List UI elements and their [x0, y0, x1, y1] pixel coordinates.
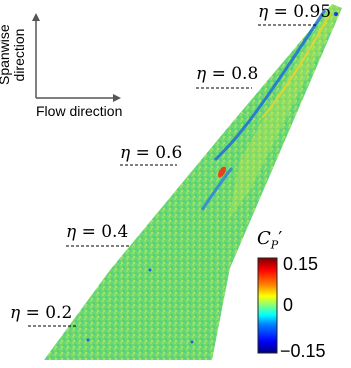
pressure-dot	[334, 12, 338, 16]
colorbar-mid-label: 0	[283, 295, 294, 315]
pressure-dot	[190, 340, 194, 344]
wing-surface	[44, 4, 342, 360]
colorbar-min-label: −0.15	[280, 341, 326, 361]
station-label-06: η = 0.6	[120, 143, 183, 163]
vortex-streak-outer	[213, 9, 327, 162]
pressure-dot	[86, 338, 90, 342]
pressure-hotspot	[218, 166, 226, 178]
colorbar-max-label: 0.15	[283, 254, 319, 274]
spanwise-arrowhead	[32, 13, 40, 21]
vortex-streak-outer-highlight	[261, 13, 331, 119]
spanwise-label: Spanwise direction	[0, 24, 27, 85]
station-label-02: η = 0.2	[10, 303, 73, 323]
station-label-04: η = 0.4	[66, 222, 129, 242]
wing-leading-edge-wash	[228, 4, 342, 220]
colorbar	[257, 257, 278, 354]
flow-direction-label: Flow direction	[36, 103, 123, 119]
vortex-streak-mid	[200, 167, 234, 211]
pressure-dot	[148, 268, 152, 272]
station-label-08: η = 0.8	[196, 64, 259, 84]
colorbar-title: CP′	[257, 228, 283, 252]
station-label-095: η = 0.95	[258, 2, 332, 22]
flow-arrowhead	[113, 94, 121, 102]
